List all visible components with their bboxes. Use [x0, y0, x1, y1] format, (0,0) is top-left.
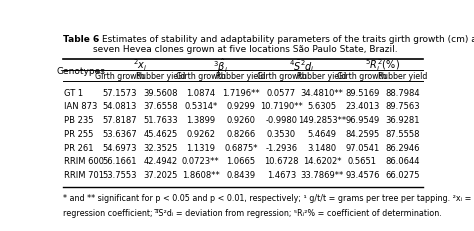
- Text: 0.9262: 0.9262: [186, 129, 215, 138]
- Text: $^3\hat{\beta}_i$: $^3\hat{\beta}_i$: [213, 56, 228, 74]
- Text: 0.3530: 0.3530: [267, 129, 296, 138]
- Text: 34.4810**: 34.4810**: [301, 88, 343, 97]
- Text: 66.0275: 66.0275: [385, 170, 420, 179]
- Text: 53.6367: 53.6367: [102, 129, 137, 138]
- Text: PR 261: PR 261: [64, 143, 93, 152]
- Text: 0.8439: 0.8439: [227, 170, 255, 179]
- Text: Rubber yield: Rubber yield: [378, 72, 428, 81]
- Text: 149.2853**: 149.2853**: [298, 116, 346, 125]
- Text: 93.4576: 93.4576: [345, 170, 380, 179]
- Text: 1.4673: 1.4673: [267, 170, 296, 179]
- Text: 0.0577: 0.0577: [267, 88, 296, 97]
- Text: regression coefficient; ⁴̅S²dᵢ = deviation from regression; ⁵Rᵢ²% = coefficient : regression coefficient; ⁴̅S²dᵢ = deviati…: [63, 209, 442, 218]
- Text: 0.0723**: 0.0723**: [182, 157, 219, 166]
- Text: 51.7633: 51.7633: [143, 116, 178, 125]
- Text: 33.7869**: 33.7869**: [301, 170, 344, 179]
- Text: 84.2595: 84.2595: [345, 129, 380, 138]
- Text: 54.6973: 54.6973: [102, 143, 137, 152]
- Text: 0.9299: 0.9299: [227, 102, 255, 111]
- Text: 0.5314*: 0.5314*: [184, 102, 217, 111]
- Text: 54.0813: 54.0813: [103, 102, 137, 111]
- Text: 42.4942: 42.4942: [143, 157, 177, 166]
- Text: 45.4625: 45.4625: [143, 129, 177, 138]
- Text: 86.0644: 86.0644: [385, 157, 420, 166]
- Text: 56.1661: 56.1661: [102, 157, 137, 166]
- Text: - Estimates of stability and adaptability parameters of the traits girth growth : - Estimates of stability and adaptabilit…: [93, 35, 474, 54]
- Text: PR 255: PR 255: [64, 129, 93, 138]
- Text: GT 1: GT 1: [64, 88, 83, 97]
- Text: 37.6558: 37.6558: [143, 102, 178, 111]
- Text: 5.4649: 5.4649: [308, 129, 337, 138]
- Text: 39.5608: 39.5608: [143, 88, 178, 97]
- Text: 86.2946: 86.2946: [385, 143, 420, 152]
- Text: Rubber yield: Rubber yield: [136, 72, 185, 81]
- Text: Rubber yield: Rubber yield: [217, 72, 266, 81]
- Text: 97.0541: 97.0541: [345, 143, 380, 152]
- Text: 89.5169: 89.5169: [345, 88, 380, 97]
- Text: RRIM 701: RRIM 701: [64, 170, 104, 179]
- Text: -0.9980: -0.9980: [265, 116, 298, 125]
- Text: * and ** significant for p < 0.05 and p < 0.01, respectively; ¹ g/t/t = grams pe: * and ** significant for p < 0.05 and p …: [63, 192, 474, 202]
- Text: IAN 873: IAN 873: [64, 102, 97, 111]
- Text: $^4\bar{S}^2d_i$: $^4\bar{S}^2d_i$: [289, 58, 315, 73]
- Text: 1.0665: 1.0665: [227, 157, 255, 166]
- Text: 1.0874: 1.0874: [186, 88, 215, 97]
- Text: Girth growth: Girth growth: [176, 72, 226, 81]
- Text: 0.9260: 0.9260: [227, 116, 255, 125]
- Text: Girth growth: Girth growth: [95, 72, 145, 81]
- Text: Rubber yield: Rubber yield: [297, 72, 346, 81]
- Text: 0.8266: 0.8266: [227, 129, 255, 138]
- Text: 57.1573: 57.1573: [102, 88, 137, 97]
- Text: 0.5651: 0.5651: [348, 157, 377, 166]
- Text: 10.7190**: 10.7190**: [260, 102, 303, 111]
- Text: 10.6728: 10.6728: [264, 157, 299, 166]
- Text: 5.6305: 5.6305: [307, 102, 337, 111]
- Text: Girth growth: Girth growth: [256, 72, 306, 81]
- Text: $^5R_i^2(\%)$: $^5R_i^2(\%)$: [365, 57, 400, 74]
- Text: 37.2025: 37.2025: [143, 170, 177, 179]
- Text: 36.9281: 36.9281: [385, 116, 420, 125]
- Text: 3.1480: 3.1480: [307, 143, 337, 152]
- Text: 1.8608**: 1.8608**: [182, 170, 219, 179]
- Text: 87.5558: 87.5558: [385, 129, 420, 138]
- Text: 1.7196**: 1.7196**: [222, 88, 260, 97]
- Text: 53.7553: 53.7553: [102, 170, 137, 179]
- Text: RRIM 600: RRIM 600: [64, 157, 104, 166]
- Text: Genotypes: Genotypes: [57, 66, 106, 75]
- Text: 57.8187: 57.8187: [102, 116, 137, 125]
- Text: 23.4013: 23.4013: [345, 102, 380, 111]
- Text: 32.3525: 32.3525: [143, 143, 177, 152]
- Text: 0.6875*: 0.6875*: [224, 143, 258, 152]
- Text: PB 235: PB 235: [64, 116, 93, 125]
- Text: Girth growth: Girth growth: [337, 72, 387, 81]
- Text: Table 6: Table 6: [63, 35, 99, 44]
- Text: 1.3899: 1.3899: [186, 116, 215, 125]
- Text: 89.7563: 89.7563: [385, 102, 420, 111]
- Text: 88.7984: 88.7984: [385, 88, 420, 97]
- Text: -1.2936: -1.2936: [265, 143, 298, 152]
- Text: 1.1319: 1.1319: [186, 143, 215, 152]
- Text: 96.9549: 96.9549: [345, 116, 380, 125]
- Text: 14.6202*: 14.6202*: [303, 157, 341, 166]
- Text: $^2x_i$: $^2x_i$: [133, 58, 147, 73]
